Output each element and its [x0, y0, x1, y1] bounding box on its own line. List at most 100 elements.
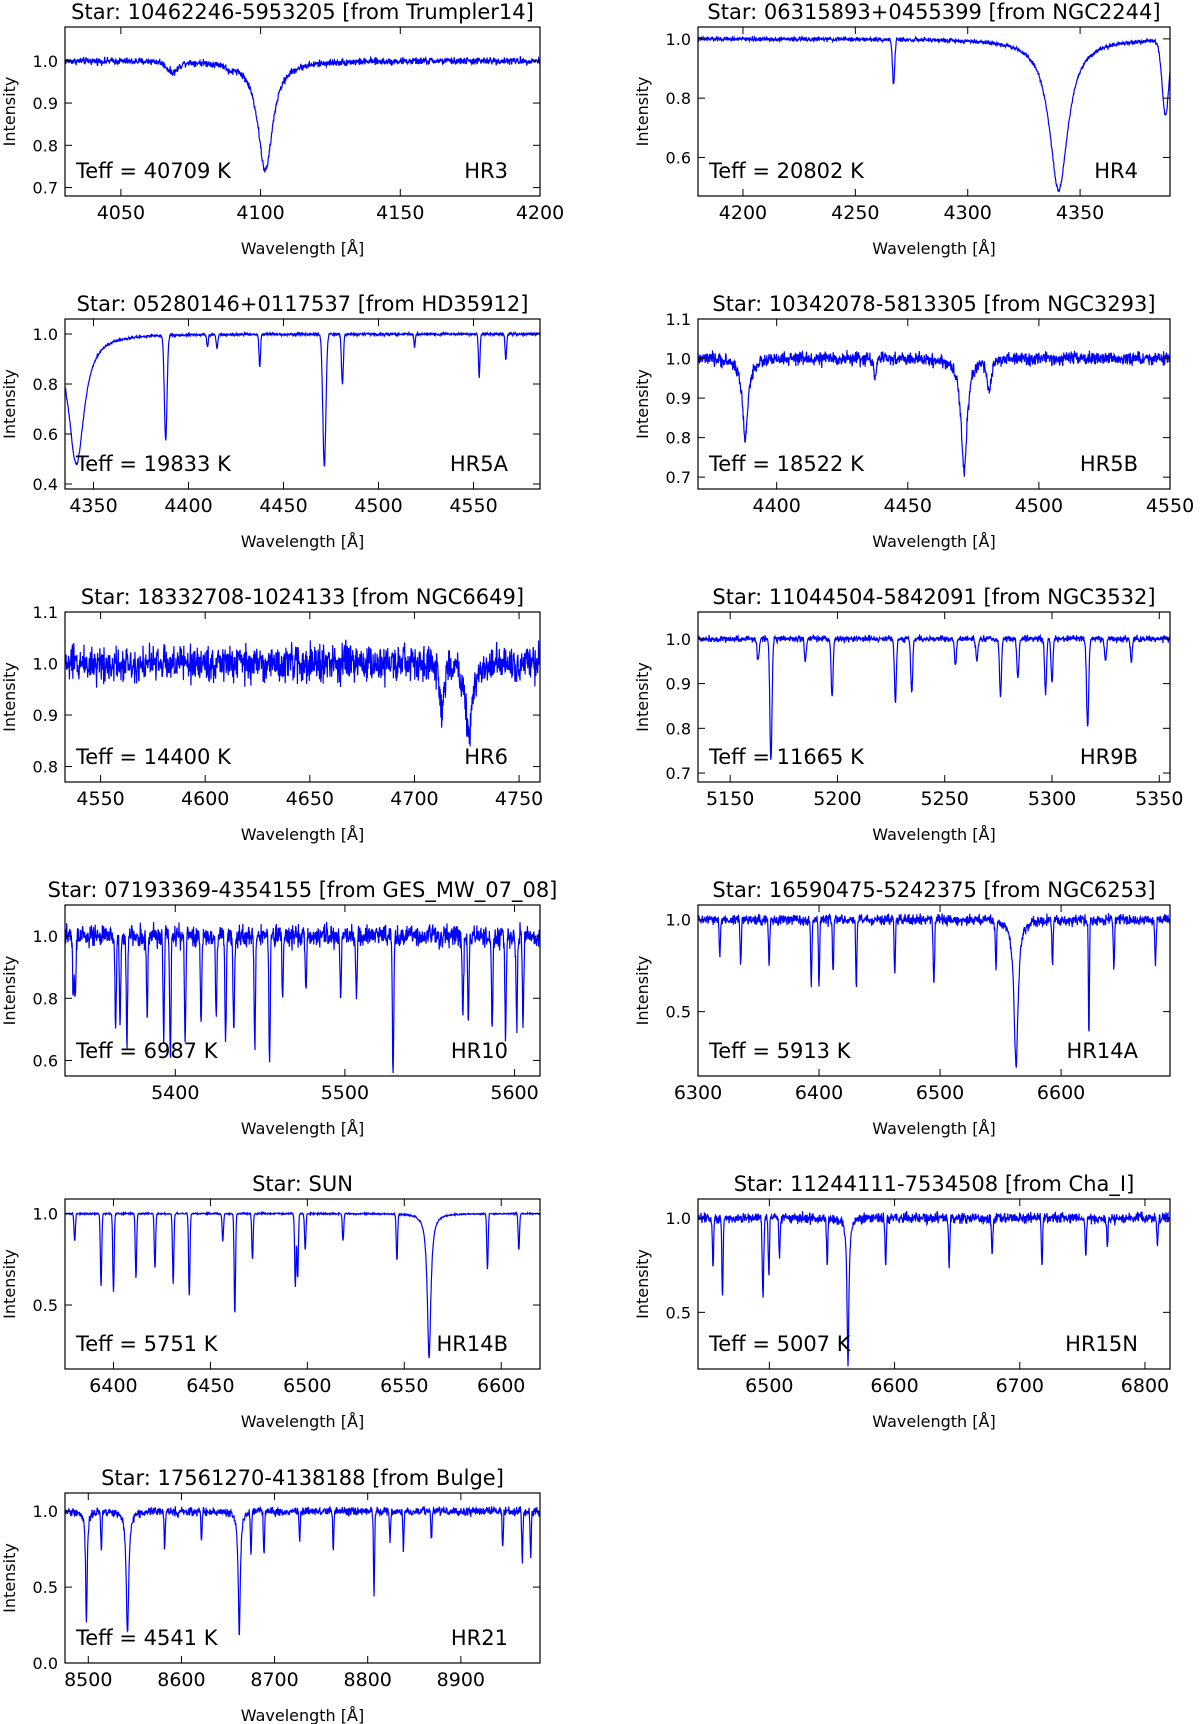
- teff-annotation: Teff = 4541 K: [75, 1626, 219, 1650]
- chart-title: Star: 16590475-5242375 [from NGC6253]: [712, 878, 1155, 902]
- y-axis-label: Intensity: [633, 956, 652, 1026]
- x-tick-label: 5250: [921, 788, 969, 810]
- plot-frame: [697, 318, 1171, 490]
- x-tick-label: 8900: [437, 1669, 485, 1691]
- plot-frame: [697, 26, 1171, 197]
- y-tick-label: 1.0: [666, 30, 691, 49]
- x-tick-label: 4750: [495, 788, 543, 810]
- spectrum-panel: 6500 6600 6700 6800 0.5 1.0 Star: 11244111-753…: [633, 1172, 1171, 1431]
- x-tick-label: 6600: [1037, 1082, 1085, 1104]
- x-tick-label: 4350: [69, 495, 117, 517]
- x-tick-label: 4100: [236, 202, 284, 224]
- y-tick-label: 1.0: [33, 1205, 58, 1224]
- setup-annotation: HR9B: [1080, 745, 1138, 769]
- y-axis-label: Intensity: [0, 77, 19, 147]
- x-tick-label: 6700: [996, 1375, 1044, 1397]
- x-tick-label: 6600: [477, 1375, 525, 1397]
- x-tick-label: 6800: [1121, 1375, 1169, 1397]
- y-tick-label: 0.4: [33, 475, 58, 494]
- setup-annotation: HR15N: [1065, 1332, 1138, 1356]
- y-axis-label: Intensity: [0, 662, 19, 732]
- spectrum-line: [65, 921, 540, 1074]
- x-tick-label: 8500: [64, 1669, 112, 1691]
- plot-frame: [64, 26, 541, 197]
- x-axis-label: Wavelength [Å]: [241, 532, 364, 551]
- chart-title: Star: 10462246-5953205 [from Trumpler14]: [71, 0, 534, 24]
- y-axis-label: Intensity: [633, 662, 652, 732]
- x-tick-label: 4500: [1015, 495, 1063, 517]
- setup-annotation: HR14B: [436, 1332, 508, 1356]
- setup-annotation: HR3: [464, 159, 508, 183]
- x-tick-label: 6500: [283, 1375, 331, 1397]
- spectrum-line: [698, 633, 1170, 760]
- x-tick-label: 8800: [344, 1669, 392, 1691]
- x-axis-label: Wavelength [Å]: [872, 825, 995, 844]
- spectrum-line: [698, 1210, 1170, 1367]
- x-tick-label: 5500: [321, 1082, 369, 1104]
- spectrum-line: [65, 330, 540, 467]
- x-tick-label: 6500: [916, 1082, 964, 1104]
- y-tick-label: 0.8: [666, 429, 691, 448]
- x-tick-label: 4700: [390, 788, 438, 810]
- x-tick-label: 5300: [1028, 788, 1076, 810]
- y-tick-label: 0.9: [666, 389, 691, 408]
- spectrum-panel: 4400 4450 4500 4550 0.7 0.8 0.9 1.0 1.1 Star: 103…: [633, 292, 1194, 551]
- teff-annotation: Teff = 40709 K: [75, 159, 232, 183]
- y-tick-label: 0.6: [33, 1051, 58, 1070]
- chart-title: Star: SUN: [252, 1172, 353, 1196]
- setup-annotation: HR5B: [1080, 452, 1138, 476]
- x-axis-label: Wavelength [Å]: [872, 532, 995, 551]
- spectrum-panel: 6400 6450 6500 6550 6600 0.5 1.0 Star: SUN Wavel…: [0, 1172, 541, 1431]
- x-tick-label: 6300: [674, 1082, 722, 1104]
- y-tick-label: 0.9: [33, 94, 58, 113]
- y-tick-label: 1.1: [33, 603, 58, 622]
- setup-annotation: HR6: [464, 745, 508, 769]
- x-tick-label: 8700: [250, 1669, 298, 1691]
- y-axis-label: Intensity: [633, 1249, 652, 1319]
- spectrum-line: [65, 1505, 540, 1636]
- setup-annotation: HR5A: [450, 452, 509, 476]
- y-tick-label: 1.0: [666, 350, 691, 369]
- plot-frame: [697, 611, 1171, 783]
- y-tick-label: 0.8: [666, 719, 691, 738]
- y-tick-label: 0.5: [33, 1578, 58, 1597]
- y-tick-label: 0.7: [666, 468, 691, 487]
- x-tick-label: 6450: [186, 1375, 234, 1397]
- x-tick-label: 6550: [380, 1375, 428, 1397]
- setup-annotation: HR10: [451, 1039, 508, 1063]
- x-tick-label: 4550: [1146, 495, 1194, 517]
- spectrum-panel: 4350 4400 4450 4500 4550 0.4 0.6 0.8 1.0 Star: 05…: [0, 292, 541, 551]
- y-axis-label: Intensity: [0, 1543, 19, 1613]
- x-axis-label: Wavelength [Å]: [241, 1412, 364, 1431]
- y-tick-label: 0.5: [33, 1296, 58, 1315]
- plot-frame: [64, 611, 541, 783]
- y-tick-label: 0.0: [33, 1654, 58, 1673]
- teff-annotation: Teff = 18522 K: [708, 452, 865, 476]
- y-tick-label: 0.8: [33, 758, 58, 777]
- x-tick-label: 4300: [944, 202, 992, 224]
- spectrum-line: [65, 55, 540, 173]
- chart-title: Star: 17561270-4138188 [from Bulge]: [101, 1466, 504, 1490]
- y-tick-label: 1.0: [33, 52, 58, 71]
- chart-title: Star: 11044504-5842091 [from NGC3532]: [712, 585, 1155, 609]
- x-tick-label: 4500: [354, 495, 402, 517]
- x-tick-label: 6600: [870, 1375, 918, 1397]
- chart-title: Star: 07193369-4354155 [from GES_MW_07_0…: [48, 878, 558, 903]
- plot-frame: [64, 1198, 541, 1370]
- x-tick-label: 4600: [181, 788, 229, 810]
- x-tick-label: 6400: [795, 1082, 843, 1104]
- x-tick-label: 6500: [745, 1375, 793, 1397]
- y-tick-label: 0.8: [33, 989, 58, 1008]
- teff-annotation: Teff = 11665 K: [708, 745, 865, 769]
- x-axis-label: Wavelength [Å]: [241, 1119, 364, 1138]
- spectrum-panel: 5400 5500 5600 0.6 0.8 1.0 Star: 07193369-4354…: [0, 878, 557, 1138]
- spectrum-panel: 8500 8600 8700 8800 8900 0.0 0.5 1.0 Star: 17561…: [0, 1466, 541, 1724]
- x-tick-label: 4050: [97, 202, 145, 224]
- spectrum-line: [698, 34, 1170, 193]
- x-tick-label: 5150: [706, 788, 754, 810]
- spectrum-panel: 5150 5200 5250 5300 5350 0.7 0.8 0.9 1.0 Star: 11…: [633, 585, 1183, 844]
- teff-annotation: Teff = 5913 K: [708, 1039, 852, 1063]
- y-tick-label: 0.6: [666, 148, 691, 167]
- teff-annotation: Teff = 5007 K: [708, 1332, 852, 1356]
- x-tick-label: 4450: [259, 495, 307, 517]
